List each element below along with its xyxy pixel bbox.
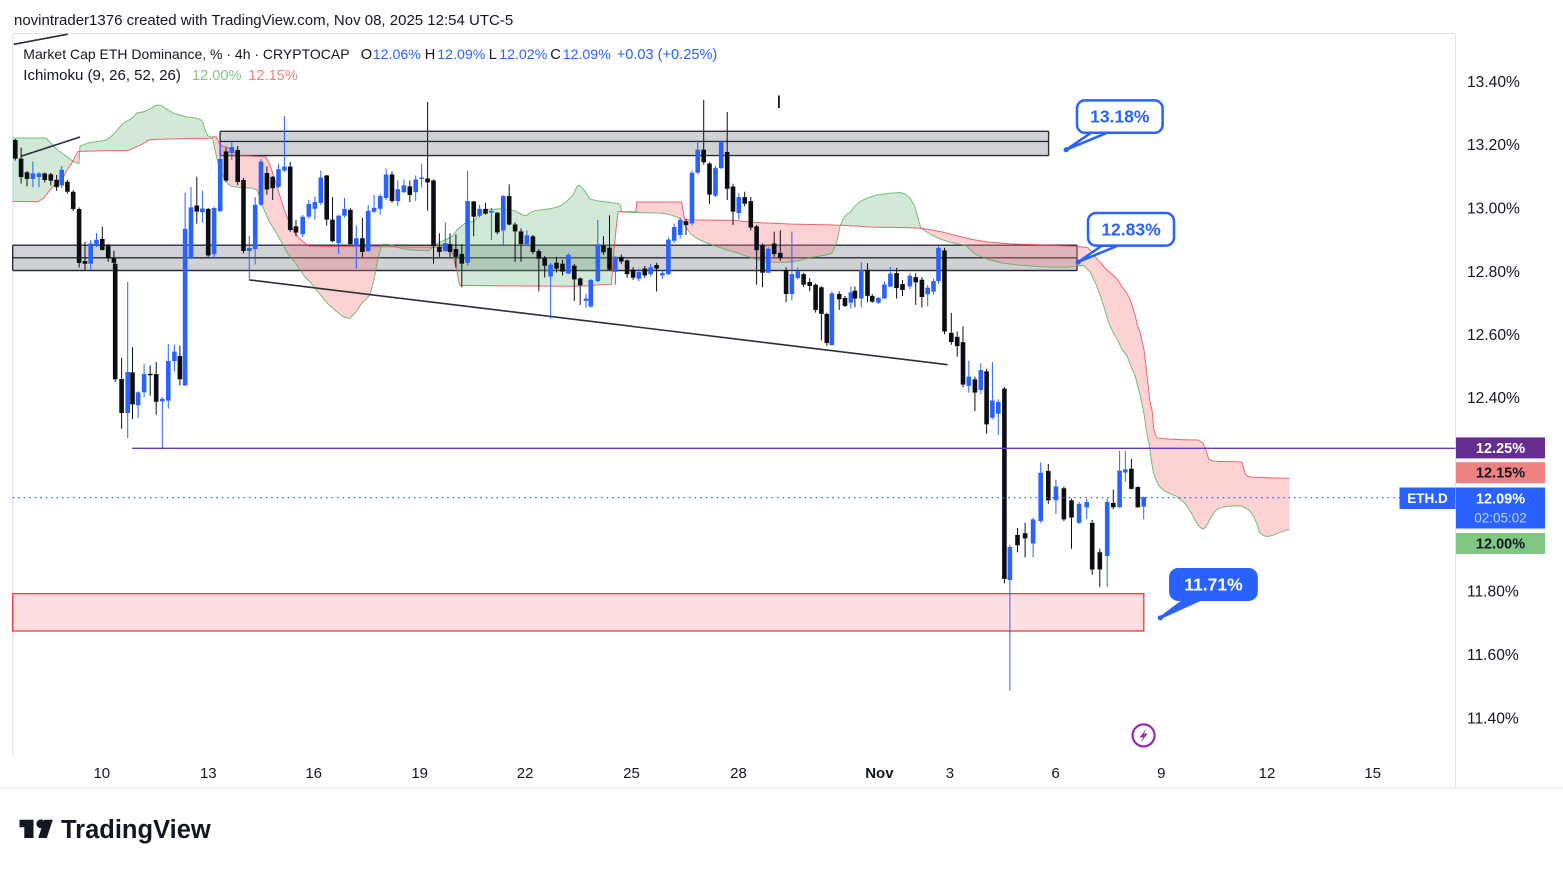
svg-text:12.25%: 12.25%: [1476, 441, 1525, 457]
svg-text:12.00%: 12.00%: [192, 68, 242, 84]
svg-text:15: 15: [1364, 765, 1381, 782]
svg-text:12.40%: 12.40%: [1467, 390, 1520, 407]
svg-text:+0.03 (+0.25%): +0.03 (+0.25%): [617, 47, 718, 63]
svg-text:13.20%: 13.20%: [1467, 137, 1520, 154]
svg-text:22: 22: [517, 765, 534, 782]
svg-text:10: 10: [93, 765, 110, 782]
svg-text:11.60%: 11.60%: [1467, 647, 1519, 664]
svg-text:12.15%: 12.15%: [1476, 466, 1525, 482]
svg-text:12: 12: [1259, 765, 1276, 782]
svg-text:12.60%: 12.60%: [1467, 327, 1520, 344]
svg-text:O: O: [361, 47, 372, 63]
svg-text:novintrader1376 created with T: novintrader1376 created with TradingView…: [14, 12, 513, 29]
svg-text:Market Cap ETH Dominance, % ·: Market Cap ETH Dominance, % · 4h · CRYPT…: [23, 46, 349, 62]
svg-text:C: C: [550, 47, 561, 63]
svg-text:12.80%: 12.80%: [1467, 264, 1520, 281]
svg-text:02:05:02: 02:05:02: [1474, 511, 1527, 526]
svg-text:Ichimoku (9, 26, 52, 26): Ichimoku (9, 26, 52, 26): [23, 67, 181, 84]
svg-text:11.71%: 11.71%: [1184, 574, 1243, 594]
svg-text:Nov: Nov: [865, 765, 894, 782]
svg-text:12.00%: 12.00%: [1476, 537, 1525, 553]
svg-text:28: 28: [730, 765, 747, 782]
svg-text:12.15%: 12.15%: [248, 68, 298, 84]
svg-text:L: L: [489, 47, 497, 63]
svg-text:12.09%: 12.09%: [1476, 492, 1525, 508]
svg-text:25: 25: [623, 765, 640, 782]
svg-text:13: 13: [200, 765, 217, 782]
svg-text:3: 3: [946, 765, 954, 782]
svg-text:13.18%: 13.18%: [1090, 107, 1150, 127]
svg-text:13.40%: 13.40%: [1467, 74, 1520, 91]
svg-text:ETH.D: ETH.D: [1407, 491, 1448, 506]
svg-text:11.80%: 11.80%: [1467, 584, 1519, 601]
svg-text:12.83%: 12.83%: [1101, 219, 1161, 239]
svg-text:11.40%: 11.40%: [1467, 711, 1519, 728]
svg-text:12.09%: 12.09%: [437, 47, 486, 63]
svg-text:19: 19: [411, 765, 428, 782]
svg-text:16: 16: [305, 765, 322, 782]
svg-text:TradingView: TradingView: [61, 816, 211, 844]
svg-text:9: 9: [1157, 765, 1165, 782]
svg-text:13.00%: 13.00%: [1467, 201, 1520, 218]
svg-text:12.09%: 12.09%: [563, 47, 612, 63]
svg-text:12.02%: 12.02%: [499, 47, 548, 63]
svg-text:H: H: [425, 47, 436, 63]
svg-text:6: 6: [1051, 765, 1059, 782]
svg-text:12.06%: 12.06%: [373, 47, 422, 63]
